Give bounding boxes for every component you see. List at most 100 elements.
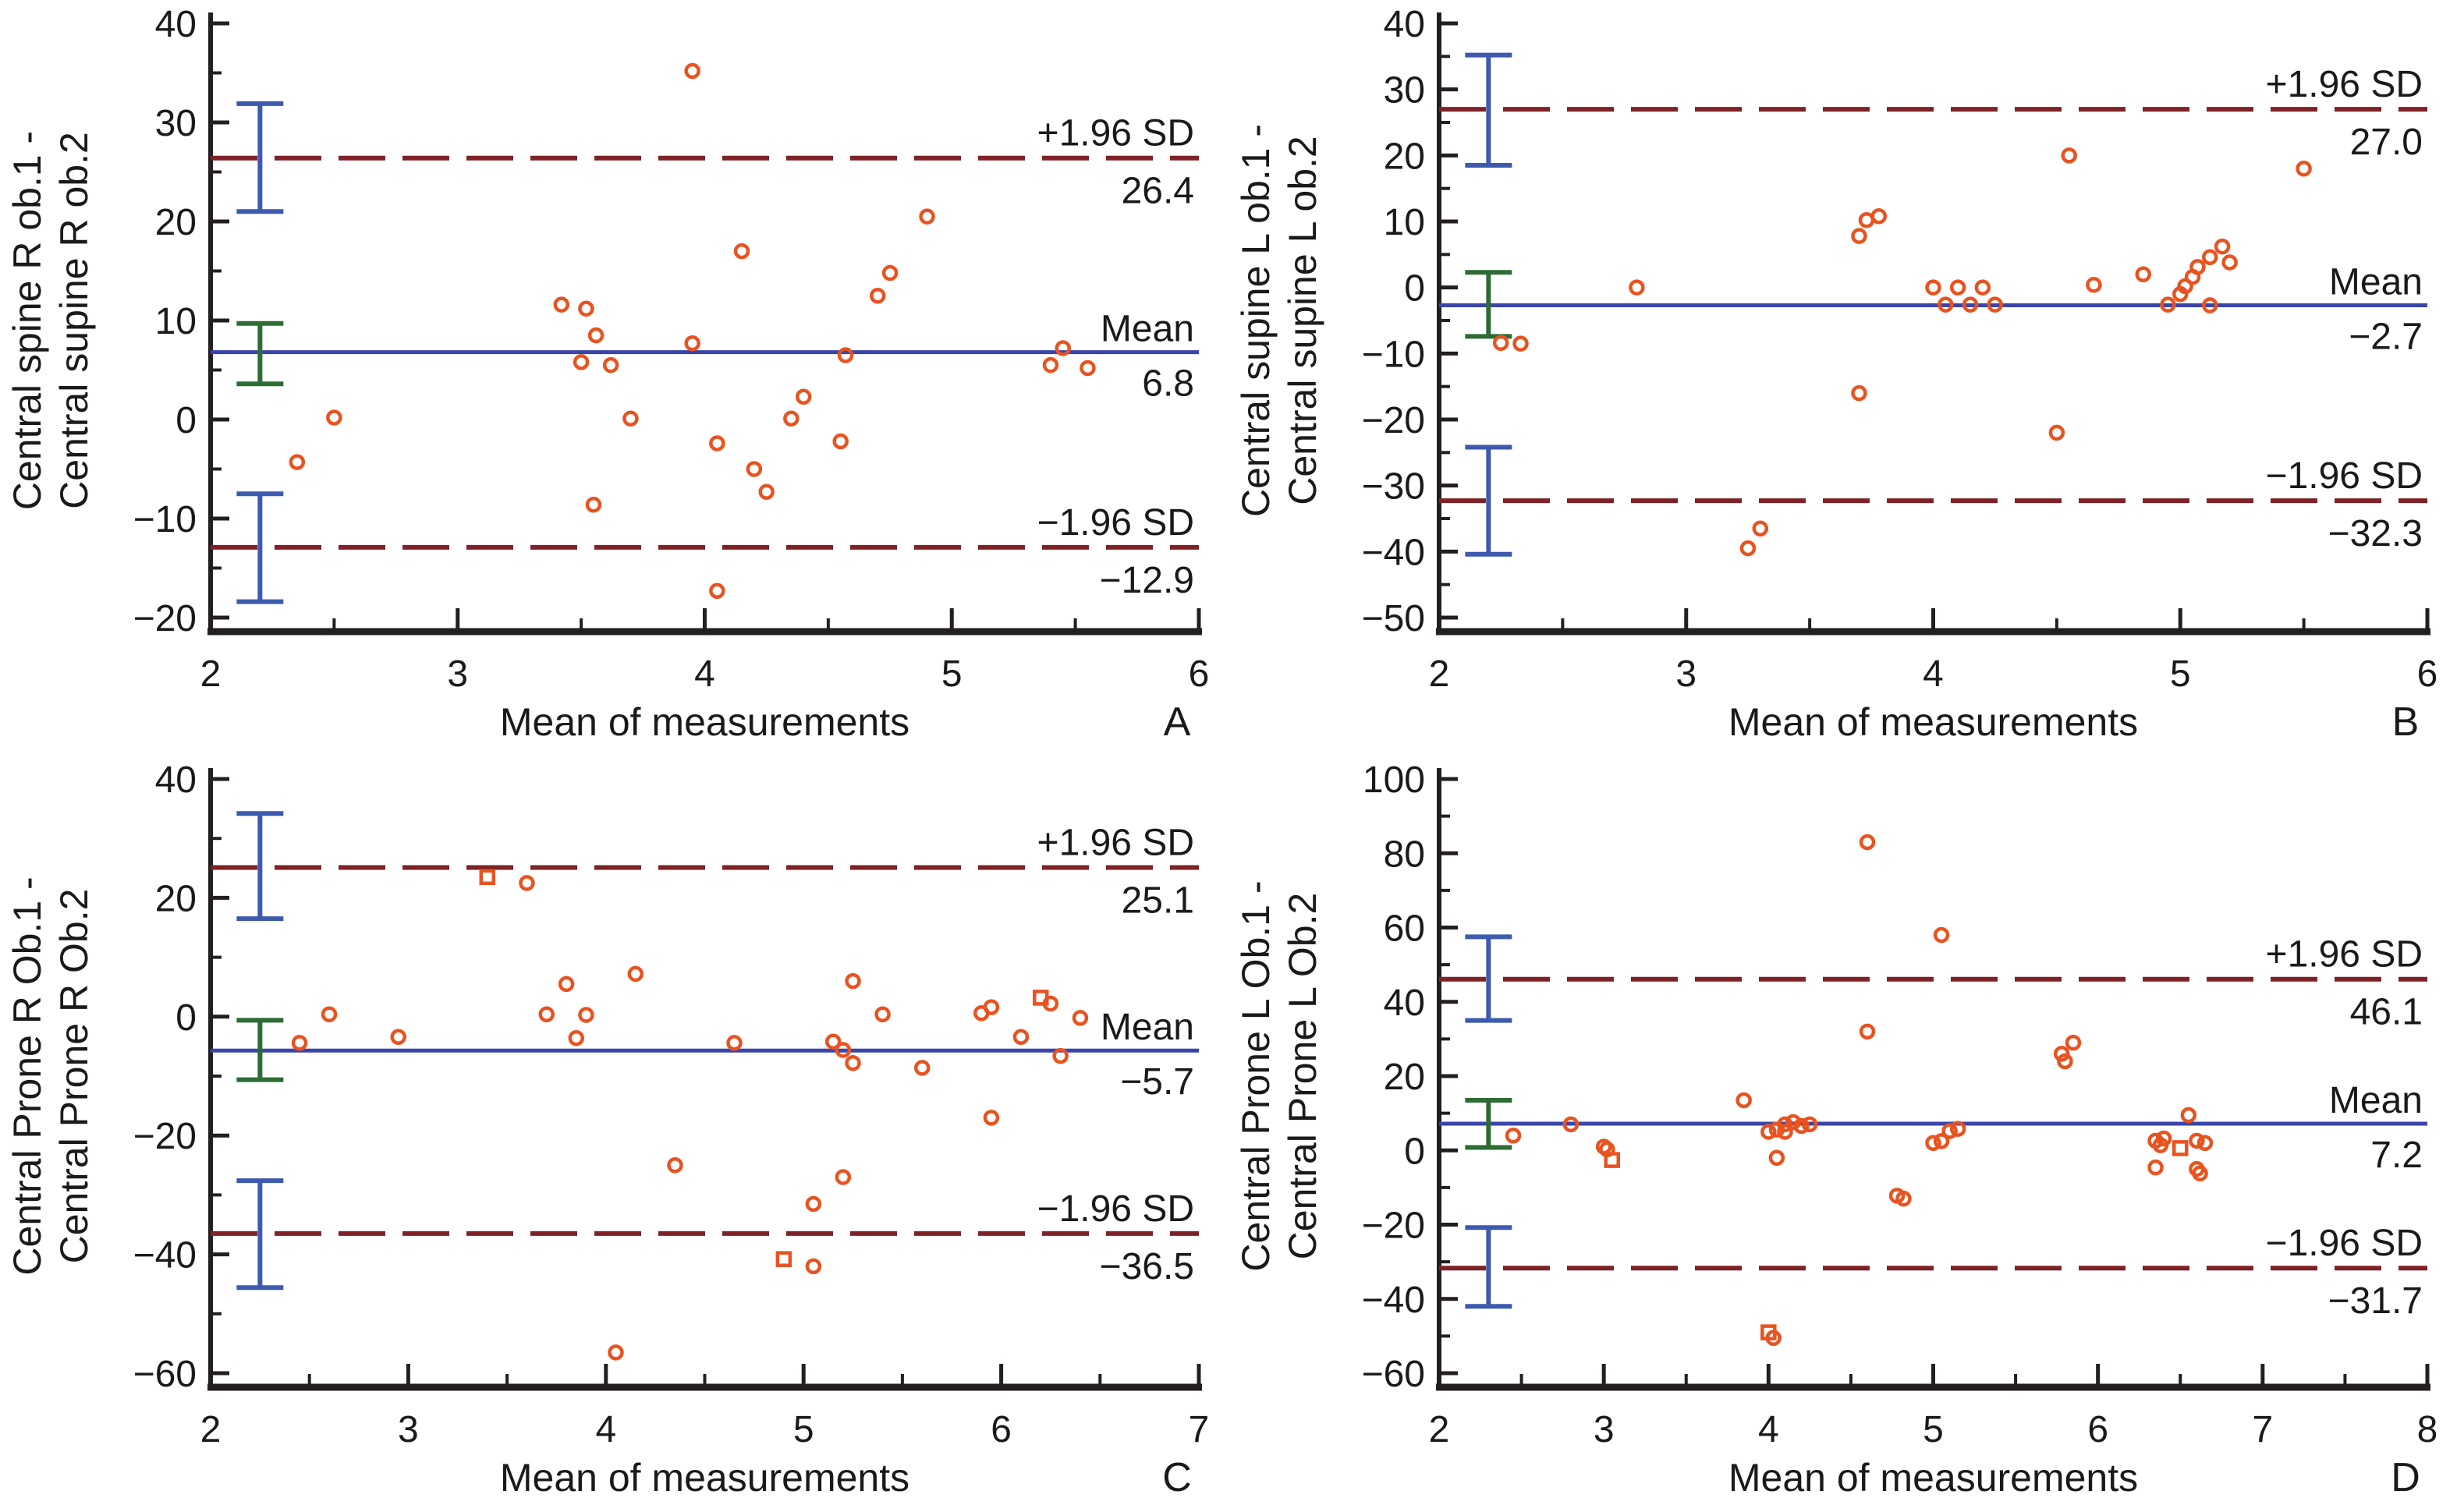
y-axis-title-line2: Central Prone R Ob.2 bbox=[52, 889, 96, 1264]
x-tick-label: 4 bbox=[694, 653, 715, 695]
y-tick-label: 40 bbox=[1384, 983, 1425, 1024]
data-point-circle bbox=[1925, 1135, 1941, 1151]
data-point-circle bbox=[289, 454, 306, 470]
y-tick-label: 0 bbox=[176, 997, 197, 1039]
data-point-circle bbox=[538, 1006, 555, 1023]
data-point-circle bbox=[1895, 1190, 1912, 1207]
data-point-circle bbox=[1987, 296, 2003, 313]
axes: −60 −40 −20 0 20 40 60 80 100 2 3 4 5 6 7 8 bbox=[1362, 760, 2438, 1450]
error-bars bbox=[236, 811, 284, 1291]
data-point-circle bbox=[627, 965, 644, 983]
reference-lines bbox=[1439, 107, 2427, 504]
data-point-circle bbox=[1012, 1029, 1030, 1045]
line-annotations: +1.96 SD 26.4 Mean 6.8 −1.96 SD −12.9 bbox=[1037, 113, 1194, 601]
scatter-points bbox=[289, 62, 1096, 599]
data-point-circle bbox=[835, 1169, 852, 1185]
data-point-circle bbox=[519, 875, 535, 891]
y-tick-label: 10 bbox=[1384, 202, 1425, 243]
x-tick-label: 7 bbox=[2252, 1409, 2273, 1450]
data-point-circle bbox=[2296, 161, 2312, 177]
data-point-circle bbox=[1949, 1121, 1966, 1137]
data-point-circle bbox=[326, 409, 342, 426]
data-point-circle bbox=[1941, 1123, 1958, 1139]
data-point-circle bbox=[1492, 335, 1509, 352]
x-tick-label: 2 bbox=[200, 653, 222, 695]
data-point-circle bbox=[578, 1007, 594, 1023]
lower-loa-value: −36.5 bbox=[1100, 1246, 1194, 1287]
y-axis-title-line1: Central Prone R Ob.1 - bbox=[5, 876, 49, 1275]
data-point-square bbox=[1760, 1324, 1777, 1340]
data-point-circle bbox=[1562, 1116, 1580, 1133]
upper-loa-value: 27.0 bbox=[2350, 122, 2423, 163]
data-point-circle bbox=[1851, 228, 1867, 244]
data-point-circle bbox=[1505, 1127, 1522, 1144]
data-point-square bbox=[2172, 1140, 2189, 1156]
data-point-circle bbox=[1739, 540, 1757, 557]
data-point-circle bbox=[2160, 296, 2176, 313]
data-point-circle bbox=[845, 1054, 861, 1071]
data-point-circle bbox=[1785, 1114, 1802, 1131]
data-point-circle bbox=[2061, 147, 2077, 164]
upper-loa-label: +1.96 SD bbox=[1037, 113, 1194, 154]
x-tick-label: 3 bbox=[1675, 653, 1696, 695]
data-point-circle bbox=[585, 496, 602, 513]
data-point-circle bbox=[568, 1029, 585, 1046]
data-point-circle bbox=[2172, 285, 2189, 303]
data-point-circle bbox=[1752, 520, 1769, 536]
data-point-circle bbox=[1080, 359, 1096, 377]
data-point-circle bbox=[1938, 296, 1954, 313]
data-point-circle bbox=[291, 1035, 308, 1051]
x-tick-label: 5 bbox=[793, 1409, 814, 1450]
data-point-circle bbox=[573, 354, 590, 370]
data-point-circle bbox=[667, 1157, 683, 1174]
data-point-circle bbox=[2192, 1165, 2208, 1182]
data-point-circle bbox=[2147, 1159, 2164, 1176]
y-tick-label: −10 bbox=[1362, 334, 1425, 375]
x-tick-label: 5 bbox=[2170, 653, 2191, 695]
y-axis-title-line2: Central supine L ob.2 bbox=[1281, 136, 1324, 505]
data-point-circle bbox=[874, 1006, 891, 1023]
data-point-circle bbox=[1933, 926, 1950, 944]
panel-C-chart: −60 −40 −20 0 20 40 2 3 4 5 6 7 Mean of measurements… bbox=[5, 760, 1209, 1500]
x-axis-title: Mean of measurements bbox=[500, 1456, 909, 1500]
x-tick-label: 3 bbox=[1594, 1409, 1615, 1450]
y-tick-label: −20 bbox=[1362, 400, 1425, 441]
data-point-circle bbox=[390, 1029, 406, 1045]
mean-value: −5.7 bbox=[1120, 1061, 1194, 1103]
scatter-points bbox=[1492, 147, 2312, 557]
y-tick-label: −40 bbox=[133, 1235, 197, 1277]
data-point-circle bbox=[1768, 1149, 1785, 1167]
data-point-circle bbox=[2202, 297, 2218, 313]
y-tick-label: −10 bbox=[133, 499, 197, 540]
y-tick-label: 20 bbox=[155, 202, 197, 243]
data-point-circle bbox=[1962, 296, 1979, 313]
panel-A-chart: −20 −10 0 10 20 30 40 2 3 4 5 6 Mean of measurements… bbox=[5, 4, 1209, 745]
mean-value: −2.7 bbox=[2349, 317, 2423, 358]
data-point-circle bbox=[2180, 1107, 2197, 1124]
y-tick-label: 40 bbox=[155, 760, 197, 801]
data-point-circle bbox=[1052, 1047, 1069, 1064]
x-axis-title: Mean of measurements bbox=[500, 700, 909, 744]
y-tick-label: −20 bbox=[1362, 1206, 1425, 1247]
data-point-circle bbox=[1974, 279, 1991, 296]
data-point-circle bbox=[2048, 424, 2065, 441]
reference-lines bbox=[211, 155, 1199, 550]
data-point-circle bbox=[1925, 279, 1941, 296]
data-point-circle bbox=[913, 1060, 931, 1076]
error-bars bbox=[236, 101, 284, 604]
panel-letter: D bbox=[2391, 1455, 2420, 1500]
x-tick-label: 4 bbox=[1923, 653, 1944, 695]
data-point-circle bbox=[2214, 238, 2231, 255]
data-point-circle bbox=[1793, 1117, 1810, 1135]
axes: −50 −40 −30 −20 −10 0 10 20 30 40 2 3 4 5 6 bbox=[1362, 4, 2438, 695]
scatter-points bbox=[1505, 834, 2214, 1347]
panel-A: −20 −10 0 10 20 30 40 2 3 4 5 6 Mean of measurements… bbox=[0, 0, 1228, 756]
data-point-circle bbox=[1801, 1116, 1818, 1133]
y-tick-label: 20 bbox=[1384, 136, 1425, 177]
data-point-circle bbox=[709, 435, 725, 451]
data-point-circle bbox=[1760, 1124, 1777, 1140]
y-tick-label: 30 bbox=[155, 103, 197, 144]
y-tick-label: 0 bbox=[1404, 268, 1425, 310]
x-tick-label: 3 bbox=[447, 653, 468, 695]
